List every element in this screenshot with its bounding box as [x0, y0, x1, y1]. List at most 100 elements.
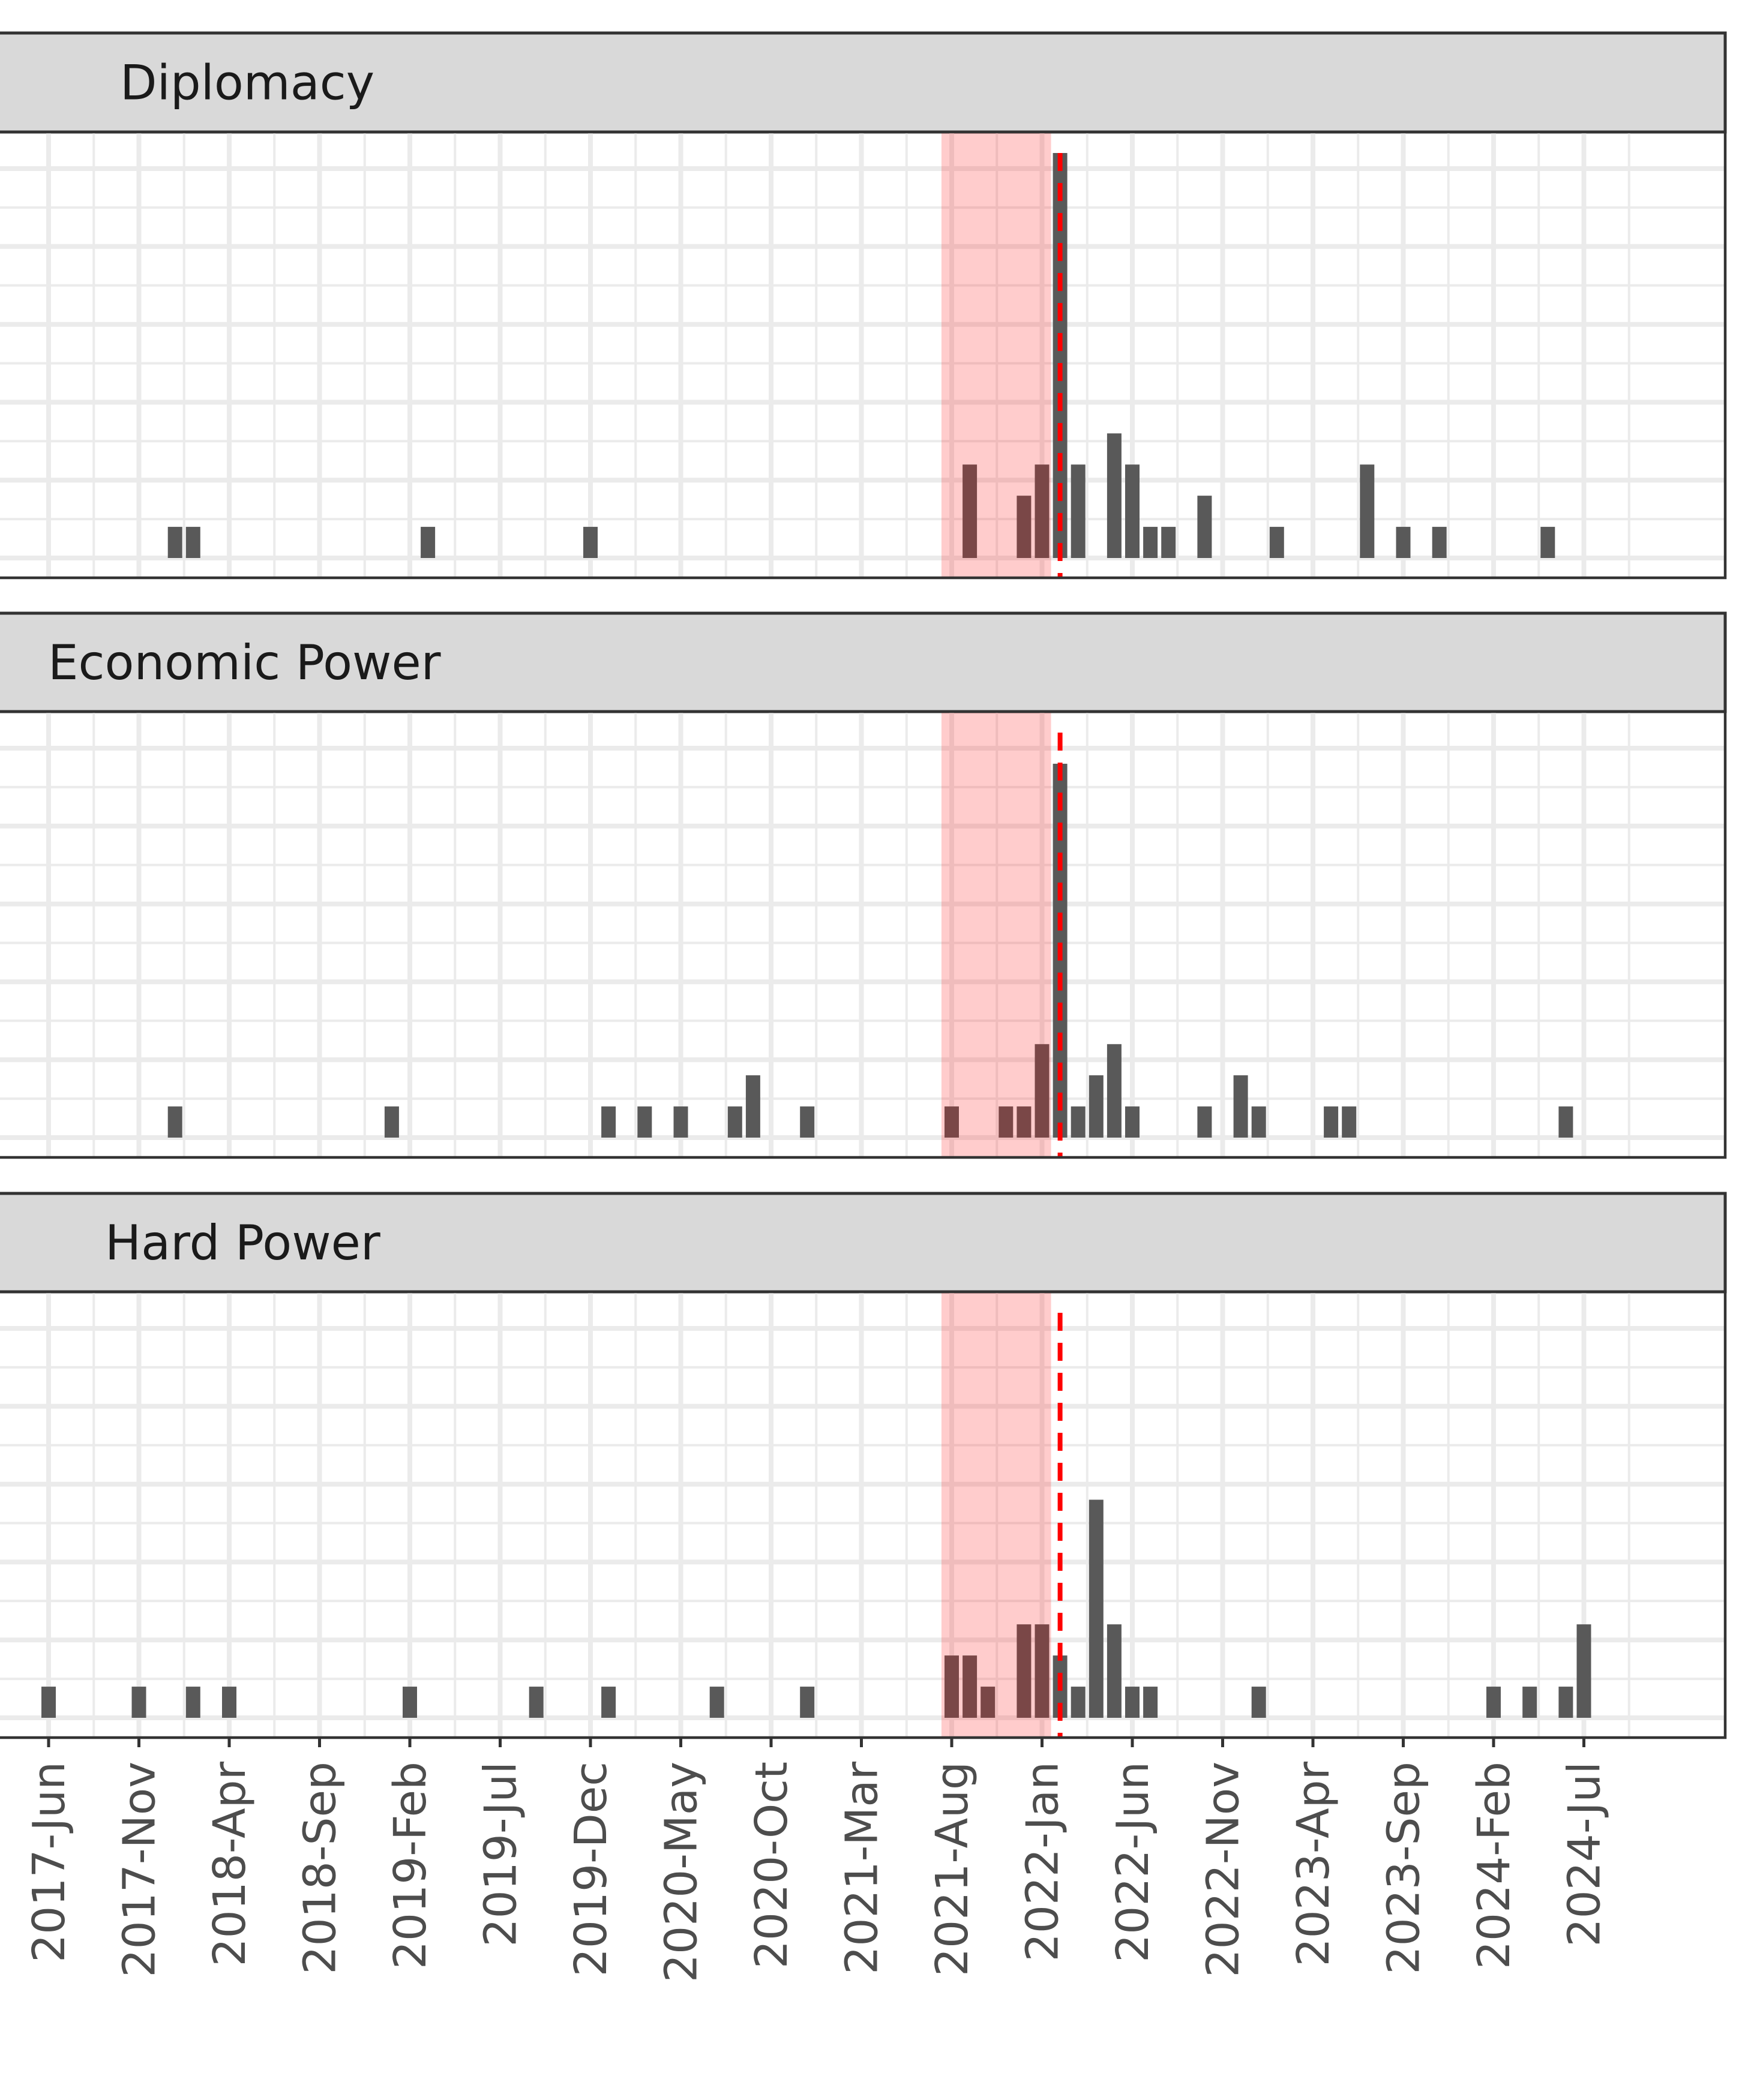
bar: [185, 1687, 200, 1718]
x-tick-label: 2019-Dec: [565, 1762, 617, 1976]
bar: [41, 1687, 56, 1718]
bar: [1071, 1106, 1086, 1138]
bar: [673, 1106, 688, 1138]
bars: [167, 763, 1573, 1138]
bar: [963, 464, 978, 558]
bar: [999, 1106, 1014, 1138]
panel-border: [0, 130, 1727, 580]
bar: [1035, 1624, 1050, 1718]
bar: [1324, 1106, 1339, 1138]
bar: [1161, 527, 1176, 558]
bar: [1197, 496, 1212, 558]
x-tick-label: 2019-Jul: [475, 1762, 527, 1946]
bar: [583, 527, 598, 558]
bar: [1017, 496, 1032, 558]
bar: [800, 1687, 815, 1718]
bar: [709, 1687, 724, 1718]
panel-border: [0, 1290, 1727, 1739]
x-tick-label: 2017-Nov: [114, 1762, 166, 1977]
grid: [0, 1292, 1725, 1738]
grid: [0, 712, 1725, 1157]
bar: [1269, 527, 1284, 558]
x-tick-label: 2021-Mar: [836, 1761, 888, 1974]
bar: [745, 1075, 760, 1138]
x-tick-label: 2018-Apr: [204, 1761, 256, 1966]
bar: [1360, 464, 1375, 558]
bar: [1396, 527, 1411, 558]
facet-panels: Diplomacy Economic Power Hard Power: [0, 31, 1727, 1739]
bar: [1540, 527, 1555, 558]
shaded-region: [941, 1292, 1051, 1738]
bar: [1125, 1106, 1140, 1138]
facet-strip: [0, 1192, 1727, 1294]
bar: [1558, 1106, 1573, 1138]
bar: [384, 1106, 399, 1138]
bar: [1342, 1106, 1357, 1138]
facet-diplomacy: Diplomacy: [0, 31, 1727, 580]
bar: [945, 1655, 959, 1718]
facet-label: Diplomacy: [120, 55, 374, 111]
x-tick-label: 2023-Sep: [1378, 1762, 1430, 1975]
bar: [1017, 1624, 1032, 1718]
bar: [800, 1106, 815, 1138]
facet-strip: [0, 31, 1727, 134]
bar: [131, 1687, 146, 1718]
x-tick-label: 2019-Feb: [385, 1762, 436, 1969]
bar: [1089, 1075, 1104, 1138]
bar: [1017, 1106, 1032, 1138]
facet-label: Economic Power: [48, 635, 441, 691]
bar: [1107, 433, 1122, 558]
bar: [1143, 1687, 1158, 1718]
facet-economic-power: Economic Power: [0, 611, 1727, 1159]
x-tick-label: 2024-Feb: [1468, 1762, 1520, 1969]
bar: [1576, 1624, 1591, 1718]
shaded-region: [941, 132, 1051, 578]
bar: [403, 1687, 417, 1718]
facet-hard-power: Hard Power: [0, 1192, 1727, 1739]
bar: [1432, 527, 1447, 558]
bar: [1251, 1687, 1266, 1718]
shaded-region: [941, 712, 1051, 1157]
bar: [1233, 1075, 1248, 1138]
bar: [167, 527, 182, 558]
bar: [185, 527, 200, 558]
bar: [1486, 1687, 1501, 1718]
x-tick-label: 2024-Jul: [1559, 1762, 1611, 1946]
bar: [1035, 464, 1050, 558]
bar: [1107, 1624, 1122, 1718]
x-tick-label: 2017-Jun: [23, 1762, 75, 1963]
bar: [1125, 464, 1140, 558]
bar: [1558, 1687, 1573, 1718]
bar: [601, 1687, 616, 1718]
bar: [167, 1106, 182, 1138]
x-tick-label: 2023-Apr: [1288, 1761, 1339, 1966]
x-tick-label: 2021-Aug: [927, 1762, 978, 1976]
bar: [1071, 464, 1086, 558]
x-tick-label: 2018-Sep: [295, 1762, 346, 1975]
bar: [981, 1687, 996, 1718]
bar: [1125, 1687, 1140, 1718]
bar: [601, 1106, 616, 1138]
bar: [1071, 1687, 1086, 1718]
x-tick-label: 2022-Jan: [1017, 1762, 1069, 1961]
bar: [727, 1106, 742, 1138]
x-tick-label: 2020-Oct: [746, 1762, 797, 1969]
bar: [1522, 1687, 1537, 1718]
bar: [945, 1106, 959, 1138]
x-tick-label: 2022-Nov: [1198, 1762, 1249, 1977]
x-axis: 2017-Jun 2017-Nov 2018-Apr 2018-Sep 2019-Feb…: [23, 1738, 1611, 1982]
x-tick-label: 2022-Jun: [1107, 1762, 1159, 1963]
bars: [41, 1499, 1591, 1718]
panel-border: [0, 710, 1727, 1159]
x-tick-label: 2020-May: [656, 1762, 707, 1982]
bar: [1251, 1106, 1266, 1138]
facet-label: Hard Power: [105, 1215, 380, 1271]
bar: [1143, 527, 1158, 558]
bar: [963, 1655, 978, 1718]
bar: [1035, 1044, 1050, 1138]
bar: [1197, 1106, 1212, 1138]
bar: [222, 1687, 236, 1718]
bar: [637, 1106, 652, 1138]
bar: [1089, 1499, 1104, 1718]
